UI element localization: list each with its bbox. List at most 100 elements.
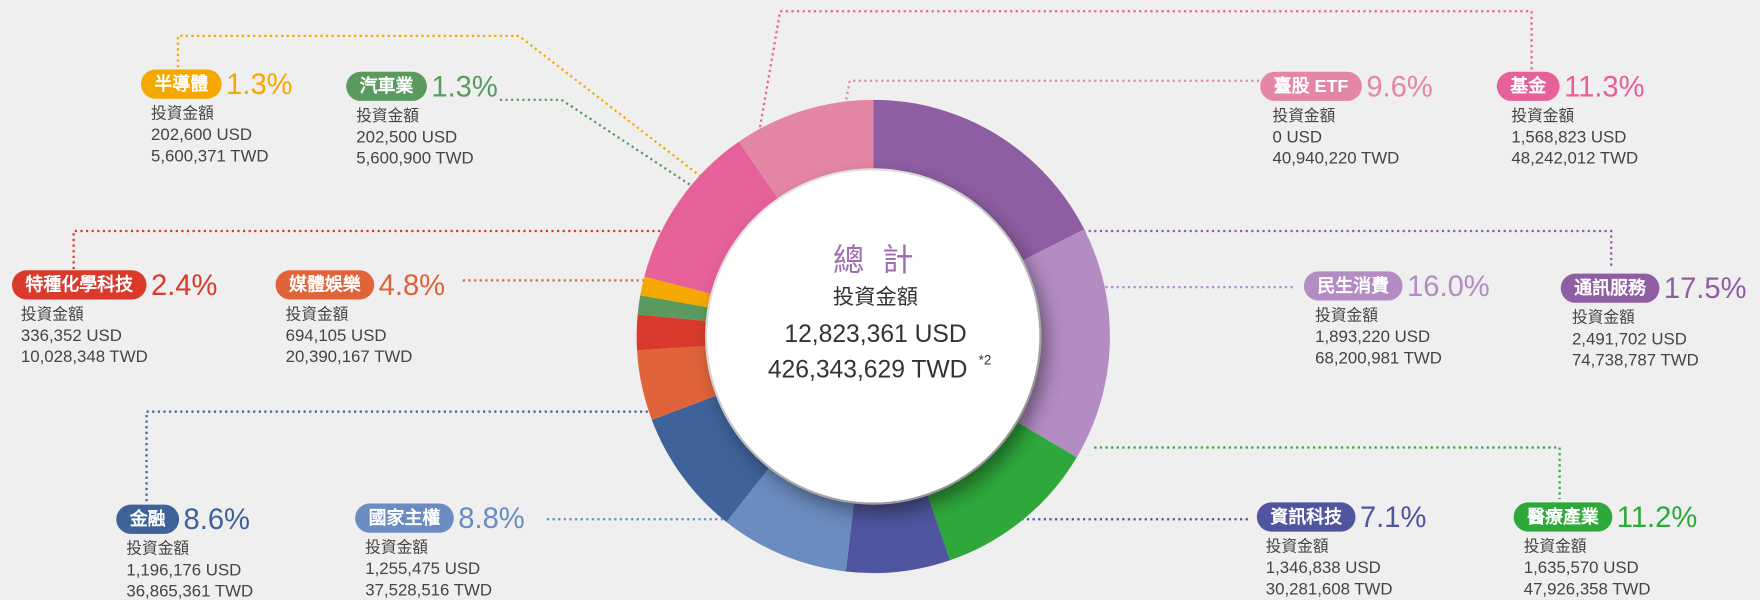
twd-amount: 48,242,012 TWD [1511,149,1638,168]
donut [636,99,1110,574]
leader-line [1082,229,1613,270]
donut-segment [636,314,706,351]
donut-segment [651,395,769,522]
usd-amount: 1,568,823 USD [1511,127,1626,146]
donut-segment [873,99,1085,261]
twd-amount: 36,865,361 TWD [126,582,253,600]
amount-label: 投資金額 [1524,537,1587,555]
usd-amount: 336,352 USD [21,326,122,345]
twd-amount: 5,600,371 TWD [151,146,268,165]
percent-label: 1.3% [431,71,497,103]
twd-amount: 5,600,900 TWD [356,149,473,168]
labels: 通訊服務 17.5% 投資金額 2,491,702 USD 74,738,787 TWD… [11,69,1747,600]
category-badge [11,270,147,300]
twd-amount: 37,528,516 TWD [365,580,492,599]
total-label: 投資金額 [833,285,918,309]
leader-line [145,410,649,502]
usd-amount: 694,105 USD [286,326,387,345]
donut-segment [644,141,778,294]
twd-amount: 68,200,981 TWD [1315,348,1442,367]
leader-line [176,34,703,179]
donut-segment [637,295,708,321]
leader-line [1094,446,1561,500]
category-badge [1560,273,1660,303]
usd-amount: 1,196,176 USD [126,560,241,579]
percent-label: 7.1% [1360,502,1426,534]
twd-amount: 47,926,358 TWD [1524,579,1651,598]
usd-amount: 1,346,838 USD [1266,558,1381,577]
category-label: 金融 [129,508,166,529]
leader-line [72,229,663,270]
usd-amount: 1,893,220 USD [1315,327,1430,346]
amount-label: 投資金額 [1572,309,1635,327]
category-badge [275,270,375,300]
category-label: 半導體 [154,73,208,94]
category-label: 媒體娛樂 [289,274,362,295]
percent-label: 4.8% [379,270,445,302]
category-badge [1303,271,1403,301]
percent-label: 9.6% [1366,71,1432,103]
total-title: 總 計 [833,243,918,278]
percent-label: 17.5% [1664,273,1747,305]
usd-amount: 1,635,570 USD [1524,558,1639,577]
usd-amount: 1,255,475 USD [365,559,480,578]
percent-label: 11.3% [1564,71,1644,103]
category-label: 基金 [1509,75,1547,96]
category-badge [355,503,454,533]
percent-label: 1.3% [226,69,292,101]
amount-label: 投資金額 [286,305,349,323]
amount-label: 投資金額 [1273,107,1336,125]
amount-label: 投資金額 [365,539,428,557]
category-badge [1513,502,1613,532]
total-twd: 426,343,629 TWD [768,357,968,384]
twd-amount: 74,738,787 TWD [1572,351,1699,370]
leader-lines [72,10,1613,521]
usd-amount: 0 USD [1273,127,1323,146]
percent-label: 8.8% [458,503,524,535]
donut-segment [1017,229,1110,458]
category-label: 汽車業 [360,75,414,96]
category-label: 醫療產業 [1527,506,1599,527]
usd-amount: 202,600 USD [151,125,252,144]
usd-amount: 202,500 USD [356,127,457,146]
category-badge [116,504,180,534]
category-badge [1260,71,1362,101]
amount-label: 投資金額 [126,540,189,558]
percent-label: 11.2% [1617,502,1697,534]
category-label: 通訊服務 [1574,277,1647,298]
percent-label: 8.6% [184,504,250,536]
amount-label: 投資金額 [1266,537,1329,555]
twd-amount: 10,028,348 TWD [21,347,148,366]
category-badge [1256,502,1356,532]
category-badge [140,69,222,99]
donut-segment [927,422,1077,561]
percent-label: 16.0% [1407,271,1490,303]
total-note: *2 [979,353,992,368]
category-label: 民生消費 [1317,275,1389,296]
category-label: 臺股 ETF [1274,75,1349,96]
twd-amount: 20,390,167 TWD [286,347,413,366]
total-usd: 12,823,361 USD [784,321,966,348]
donut-segment [845,495,950,574]
amount-label: 投資金額 [151,105,214,123]
category-label: 資訊科技 [1270,506,1342,527]
category-label: 國家主權 [369,507,441,528]
amount-label: 投資金額 [356,107,419,125]
leader-line [756,10,1533,141]
donut-segment [726,468,854,572]
category-badge [346,71,427,101]
twd-amount: 40,940,220 TWD [1273,149,1400,168]
percent-label: 2.4% [151,270,217,302]
amount-label: 投資金額 [1511,107,1574,125]
donut-segment [640,276,711,308]
category-badge [1496,71,1560,101]
usd-amount: 2,491,702 USD [1572,329,1687,348]
twd-amount: 30,281,608 TWD [1266,579,1393,598]
leader-line [499,98,692,186]
donut-segment [637,346,716,420]
amount-label: 投資金額 [21,305,84,323]
donut-segment [738,99,874,198]
category-label: 特種化學科技 [25,274,133,295]
